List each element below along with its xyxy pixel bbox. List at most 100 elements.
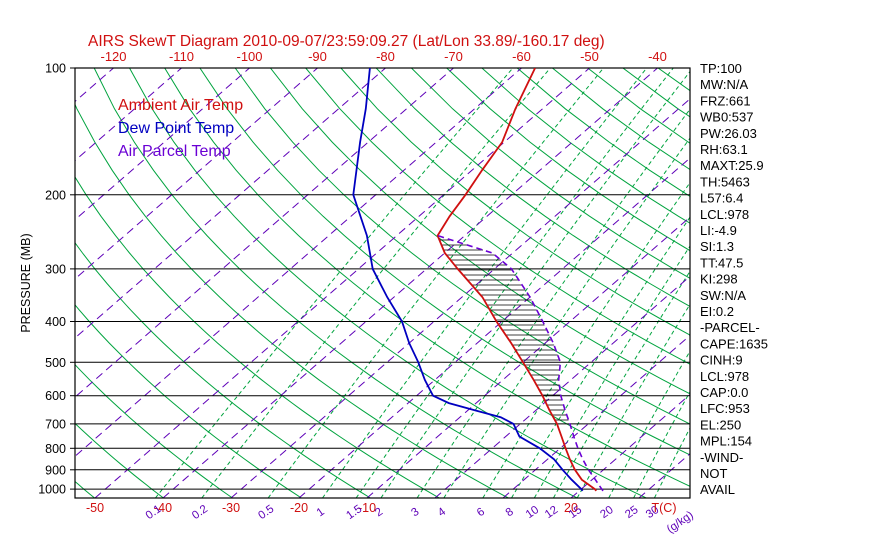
dry-adiabat-line bbox=[446, 68, 690, 252]
isotherm-line bbox=[75, 68, 318, 280]
mixing-ratio-label: 2 bbox=[373, 506, 385, 520]
mixing-ratio-line bbox=[443, 137, 690, 498]
dew-point-curve bbox=[352, 68, 584, 492]
top-temp-label: -100 bbox=[236, 49, 262, 64]
mixing-ratio-label: 0.2 bbox=[190, 503, 210, 522]
legend-air-parcel-label: Air Parcel Temp bbox=[118, 143, 231, 160]
pressure-tick-label: 800 bbox=[45, 442, 66, 456]
isotherm-line bbox=[502, 334, 690, 498]
chart-title: AIRS SkewT Diagram 2010-09-07/23:59:09.2… bbox=[88, 33, 605, 50]
legend-ambient-temp-label: Ambient Air Temp bbox=[118, 97, 243, 114]
mixing-ratio-label: 8 bbox=[504, 506, 516, 520]
mixing-ratio-label: 6 bbox=[475, 506, 487, 520]
stat-line: EI:0.2 bbox=[700, 304, 734, 319]
mixing-ratio-line bbox=[322, 68, 648, 498]
stat-line: FRZ:661 bbox=[700, 93, 751, 108]
isotherm-line bbox=[75, 68, 522, 457]
dry-adiabat-line bbox=[75, 103, 509, 498]
parcel-temp-curve bbox=[437, 234, 604, 492]
isotherm-line bbox=[366, 216, 690, 498]
mixing-ratio-line bbox=[267, 68, 604, 498]
isotherm-line bbox=[230, 98, 690, 498]
isotherm-line bbox=[75, 68, 454, 398]
mixing-ratio-line bbox=[201, 68, 551, 498]
chart-curves bbox=[352, 68, 604, 492]
bottom-temp-label: -50 bbox=[86, 501, 104, 515]
dry-adiabat-line bbox=[75, 363, 233, 498]
stat-line: TP:100 bbox=[700, 61, 742, 76]
dry-adiabat-line bbox=[516, 68, 690, 197]
dry-adiabat-line bbox=[270, 68, 690, 395]
dry-adiabat-line bbox=[234, 68, 690, 425]
isotherm-line bbox=[75, 68, 250, 221]
dry-adiabat-line bbox=[75, 480, 95, 498]
pressure-tick-label: 300 bbox=[45, 262, 66, 276]
plot-frame bbox=[74, 67, 691, 499]
stat-line: MW:N/A bbox=[700, 77, 748, 92]
dry-adiabat-line bbox=[305, 68, 690, 365]
mixing-ratio-label: 10 bbox=[524, 504, 541, 521]
isotherm-line bbox=[75, 68, 182, 162]
dry-adiabat-lines bbox=[75, 68, 690, 498]
stat-line: CAP:0.0 bbox=[700, 385, 748, 400]
bottom-temp-label: 20 bbox=[564, 501, 578, 515]
top-temp-label: -80 bbox=[376, 49, 395, 64]
pressure-tick-label: 1000 bbox=[38, 483, 66, 497]
mixing-ratio-label: 12 bbox=[543, 504, 560, 521]
pressure-tick-label: 200 bbox=[45, 188, 66, 202]
mixing-ratio-line bbox=[552, 270, 690, 498]
stat-line: TT:47.5 bbox=[700, 255, 743, 270]
stat-line: WB0:537 bbox=[700, 110, 753, 125]
bottom-temp-label: -20 bbox=[290, 501, 308, 515]
stat-line: -WIND- bbox=[700, 450, 743, 465]
chart-background bbox=[70, 67, 691, 499]
stat-line: SI:1.3 bbox=[700, 239, 734, 254]
bottom-temp-label: -10 bbox=[358, 501, 376, 515]
pressure-tick-label: 900 bbox=[45, 463, 66, 477]
bottom-temp-label: -30 bbox=[222, 501, 240, 515]
pressure-tick-label: 100 bbox=[45, 62, 66, 76]
mixing-ratio-line bbox=[482, 181, 690, 498]
dry-adiabat-line bbox=[93, 68, 578, 498]
mixing-ratio-label: 20 bbox=[598, 504, 615, 521]
dry-adiabat-line bbox=[375, 68, 690, 308]
stat-line: TH:5463 bbox=[700, 174, 750, 189]
stat-line: PW:26.03 bbox=[700, 126, 757, 141]
mixing-ratio-lines bbox=[155, 68, 690, 498]
isotherm-line bbox=[570, 393, 690, 498]
dry-adiabat-line bbox=[481, 68, 690, 224]
stat-line: LFC:953 bbox=[700, 401, 750, 416]
isotherm-line bbox=[75, 68, 114, 103]
stat-line: RH:63.1 bbox=[700, 142, 748, 157]
stat-line: LI:-4.9 bbox=[700, 223, 737, 238]
top-temp-label: -50 bbox=[580, 49, 599, 64]
mixing-ratio-line bbox=[653, 426, 690, 498]
dry-adiabat-line bbox=[75, 176, 440, 498]
stat-line: NOT bbox=[700, 466, 728, 481]
mixing-ratio-label: 25 bbox=[623, 504, 640, 521]
mixing-ratio-label: 3 bbox=[409, 506, 421, 520]
dry-adiabat-line bbox=[411, 68, 690, 279]
stat-line: -PARCEL- bbox=[700, 320, 760, 335]
isotherm-line bbox=[434, 275, 690, 498]
pressure-axis-title: PRESSURE (MB) bbox=[19, 233, 33, 332]
pressure-tick-label: 400 bbox=[45, 315, 66, 329]
stat-line: KI:298 bbox=[700, 272, 738, 287]
dry-adiabat-line bbox=[199, 68, 690, 456]
stat-line: CINH:9 bbox=[700, 353, 743, 368]
isotherm-line bbox=[298, 157, 690, 498]
dry-adiabat-line bbox=[75, 241, 371, 498]
legend-dew-point-label: Dew Point Temp bbox=[118, 120, 234, 137]
stat-line: MPL:154 bbox=[700, 434, 752, 449]
mixing-ratio-line bbox=[533, 245, 690, 498]
mixing-ratio-label: 1 bbox=[315, 506, 327, 520]
temp-unit-label: T(C) bbox=[652, 501, 677, 515]
stat-line: CAPE:1635 bbox=[700, 336, 768, 351]
ambient-temp-curve bbox=[436, 68, 597, 492]
top-temp-label: -70 bbox=[444, 49, 463, 64]
stat-line: EL:250 bbox=[700, 417, 741, 432]
stat-line: LCL:978 bbox=[700, 207, 749, 222]
top-temp-label: -110 bbox=[169, 49, 194, 64]
top-temp-label: -120 bbox=[100, 49, 126, 64]
